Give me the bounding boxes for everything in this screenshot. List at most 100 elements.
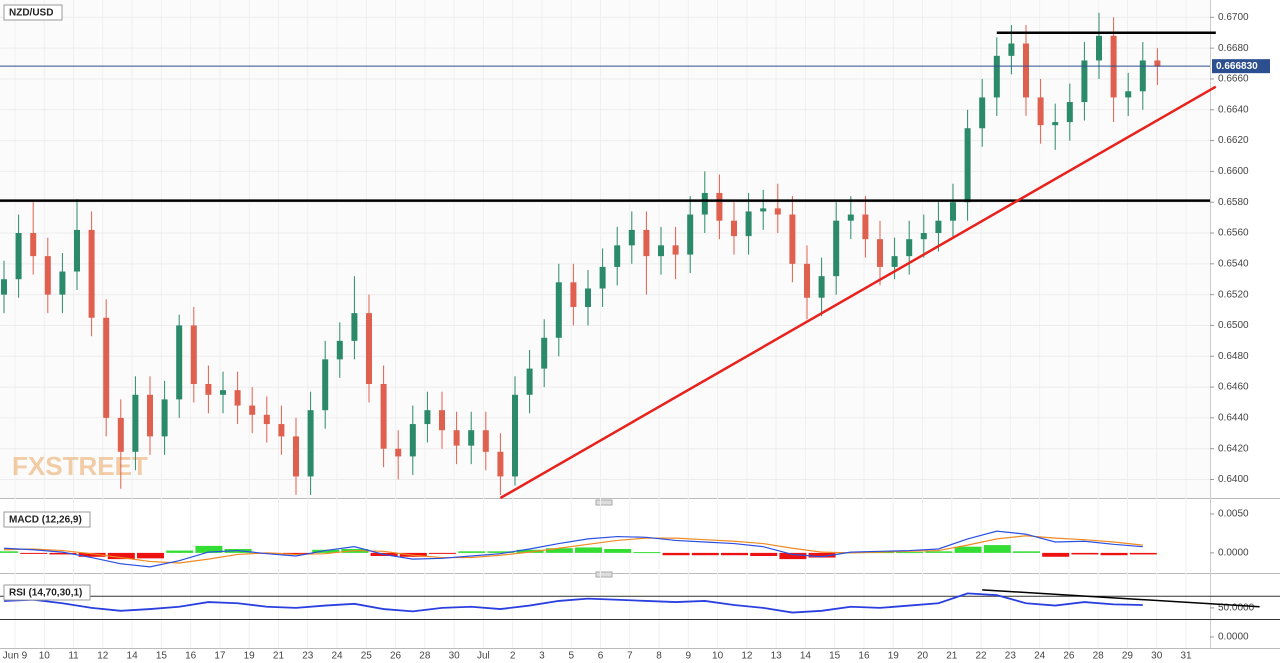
last-price-box [1212,59,1270,74]
candle-body [59,271,66,295]
histogram-bar [662,552,690,556]
candle-body [950,202,956,221]
x-tick-label: 26 [390,651,402,662]
y-tick-label: 0.6700 [1218,12,1249,23]
candle-body [1052,122,1059,126]
x-tick-label: 11 [68,651,79,662]
candle-body [380,383,387,449]
histogram-bar [750,552,778,556]
candle-body [804,263,810,298]
candle-body [1066,102,1073,123]
histogram-bar [195,545,223,553]
histogram-bar [779,552,807,560]
histogram-bar [107,552,135,560]
x-tick-label: 9 [686,651,692,662]
y-tick-label: 0.6480 [1218,351,1249,362]
candle-body [30,233,37,257]
y-tick-label: 0.0050 [1218,509,1249,520]
histogram-bar [925,551,953,553]
resize-handle[interactable] [595,499,613,506]
trend-line [499,85,1217,500]
x-tick-label: 15 [156,651,168,662]
x-tick-label: 31 [1180,651,1192,662]
candle-body [993,55,1000,98]
candle-body [818,276,825,298]
candle-body [570,282,577,307]
x-tick-label: Jul [477,651,490,662]
candle-body [74,229,80,272]
x-tick-label: 28 [1093,651,1105,662]
candle-body [745,211,752,237]
candle-body [628,229,635,246]
y-tick-label: 50.0000 [1218,603,1255,614]
candle-body [774,208,781,215]
candle-body [117,417,124,452]
x-tick-label: 26 [1063,651,1075,662]
candle-body [322,359,329,411]
histogram-bar [312,549,340,553]
histogram-bar [1071,552,1099,555]
panel-title: NZD/USD [9,8,53,19]
x-tick-label: 17 [214,651,226,662]
candle-body [920,233,927,240]
histogram-bar [808,552,836,558]
histogram-bar [78,552,106,557]
candle-body [1023,43,1029,98]
histogram-bar [0,551,18,553]
resize-handle[interactable] [595,571,613,578]
candle-body [672,245,679,255]
candle-body [439,410,445,431]
candle-body [293,436,299,477]
x-tick-label: 20 [917,651,929,662]
histogram-bar [633,552,661,554]
candle-body [585,288,591,307]
histogram-bar [896,552,924,554]
candle-body [249,405,256,415]
y-tick-label: 0.6580 [1218,197,1249,208]
histogram-bar [283,552,310,555]
x-tick-label: 10 [712,651,724,662]
last-price-label: 0.666830 [1216,61,1258,72]
x-tick-label: 7 [627,651,633,662]
candle-body [161,399,168,437]
histogram-bar [49,552,77,555]
candle-body [555,282,562,338]
panel-title-box [3,4,63,21]
candle-body [234,390,241,406]
panel-title: RSI (14,70,30,1) [9,588,82,599]
histogram-bar [1129,552,1157,555]
candle-body [205,383,212,395]
candle-body [731,220,737,237]
candle-body [1096,35,1102,61]
candle-body [132,394,139,452]
x-tick-label: 23 [302,651,314,662]
candle-body [468,430,475,446]
candle-body [424,410,431,425]
x-tick-label: Jun 9 [3,651,28,662]
x-tick-label: 30 [449,651,461,662]
candle-body [964,128,971,203]
candle-body [190,325,197,384]
candle-body [263,414,270,425]
candle-body [1,279,7,295]
x-tick-label: 16 [185,651,197,662]
histogram-bar [1013,551,1040,553]
histogram-bar [1042,552,1070,557]
candle-body [658,245,664,257]
x-tick-label: 5 [568,651,574,662]
histogram-bar [20,552,48,554]
candle-body [847,214,854,221]
histogram-bar [458,551,486,553]
x-tick-label: 24 [331,651,343,662]
x-tick-label: 24 [1034,651,1046,662]
candle-body [833,220,840,277]
signal-line [3,535,1143,564]
x-tick-label: 16 [858,651,870,662]
x-tick-label: 6 [598,651,604,662]
candle-body [147,394,153,437]
candle-body [1125,91,1132,98]
histogram-bar [487,551,515,553]
candle-body [88,229,95,318]
